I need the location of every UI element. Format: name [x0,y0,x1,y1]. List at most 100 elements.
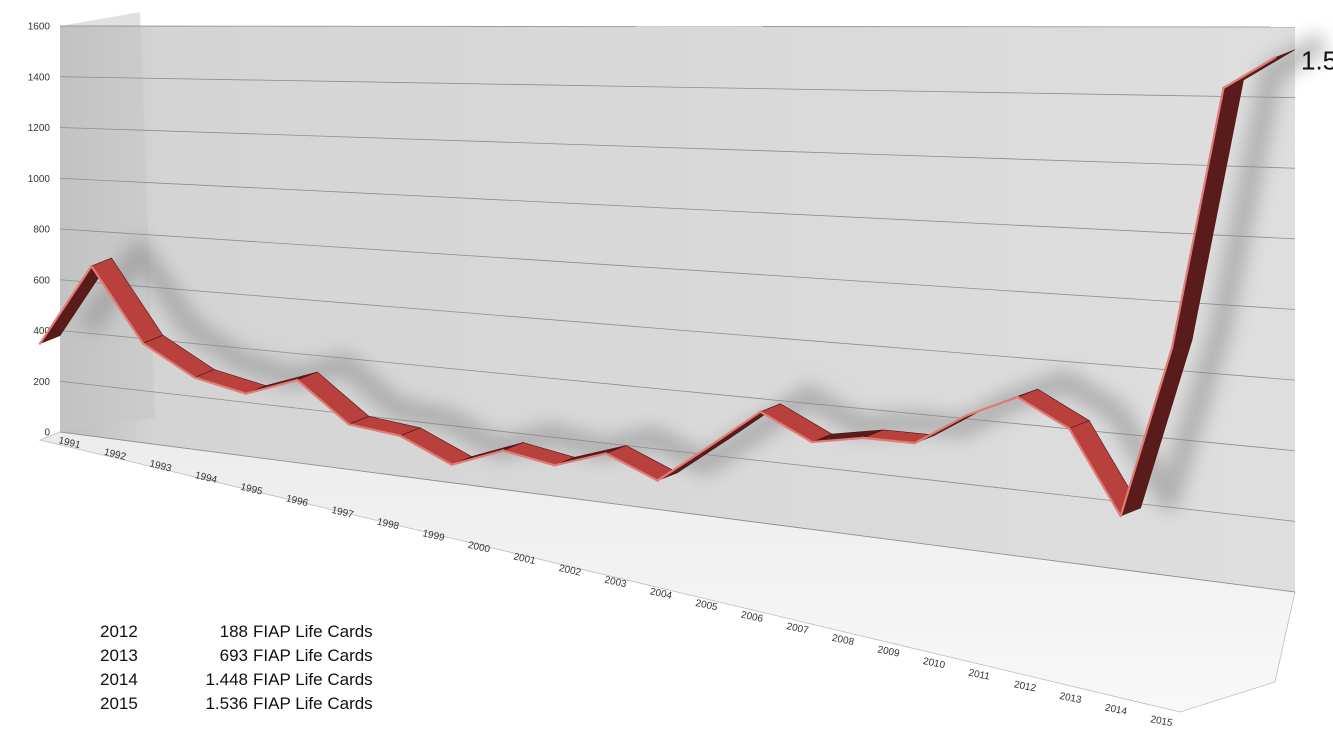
x-tick-label: 1996 [285,493,310,509]
series-shadow [78,32,1329,511]
gridline [59,228,1296,310]
ribbon-edge [553,452,608,467]
x-tick-label: 1999 [421,528,446,544]
data-point [810,440,814,444]
x-tick-label: 2010 [922,656,946,671]
data-point [38,342,42,345]
gridline [59,279,1296,381]
data-point [501,449,505,452]
note-row: 2012 188 FIAP Life Cards [100,620,440,644]
x-tick-label: 2012 [1013,679,1037,694]
data-point [604,452,608,455]
data-point [707,445,711,448]
y-tick-label: 1600 [28,22,51,33]
data-point [1119,514,1122,518]
y-tick-label: 400 [33,326,50,337]
x-tick-label: 2013 [1058,691,1082,706]
gridline [59,177,1296,240]
note-value: 188 [219,622,248,641]
y-tick-label: 1200 [28,123,51,134]
ribbon-edge [399,434,453,466]
gridline [59,431,1296,593]
x-tick-label: 2000 [467,540,492,556]
x-tick-label: 2011 [967,668,991,683]
data-point [141,342,145,345]
data-point [862,436,865,440]
ribbon-edge [296,378,350,426]
ribbon-edge [862,436,916,445]
ribbon-edge [1119,346,1174,518]
back-wall [60,26,1295,592]
ribbon-edge [90,265,145,345]
note-unit: FIAP Life Cards [253,622,373,641]
note-row: 2013 693 FIAP Life Cards [100,644,440,668]
x-tick-label: 2006 [740,610,764,626]
ribbon-edge [810,436,865,444]
y-tick-label: 0 [44,428,50,439]
data-point [1222,86,1225,90]
x-tick-label: 2009 [876,644,900,659]
ribbon-edge [141,342,196,379]
x-tick-label: 2015 [1149,714,1173,729]
x-tick-label: 2003 [603,575,628,591]
gridlines [59,25,1296,593]
ribbon-edge [347,423,402,437]
ribbon-edge [38,265,93,345]
ribbon-edge [913,414,968,445]
note-row: 2015 1.536 FIAP Life Cards [100,692,440,716]
ribbon-edge [759,410,813,444]
x-tick-label: 1994 [194,470,219,486]
y-tick-label: 1000 [28,174,51,185]
data-point [296,378,299,382]
end-value-label: 1.536 [1301,46,1333,76]
y-tick-label: 600 [33,275,50,286]
ribbon-edge [707,410,762,448]
data-point [965,414,968,417]
ribbon-edge [193,376,247,395]
note-value: 1.536 [205,694,248,713]
gridline [59,76,1296,99]
series-ribbon [38,49,1296,518]
ribbon-edge [450,449,505,466]
data-point [1016,395,1019,399]
ribbon-edge [656,445,711,482]
y-tick-label: 800 [33,225,50,236]
ribbon-edge [1068,427,1122,518]
note-row: 2014 1.448 FIAP Life Cards [100,668,440,692]
x-tick-label: 1993 [148,458,173,474]
ribbon-edge [1222,56,1277,90]
data-point [1273,56,1277,59]
x-tick-label: 2001 [512,551,537,567]
data-point [1170,346,1174,349]
y-tick-label: 200 [33,377,50,388]
ribbon-edge [1016,396,1071,430]
side-wall [60,12,155,432]
x-tick-label: 1998 [376,517,401,533]
x-tick-label: 2007 [785,621,809,636]
x-tick-label: 2005 [694,598,719,614]
x-tick-label: 1991 [57,435,82,451]
data-point [399,434,402,437]
note-unit: FIAP Life Cards [253,694,373,713]
data-point [553,464,556,467]
note-year: 2013 [100,646,138,665]
ribbon-edge [244,378,299,395]
ribbon-edge [604,452,659,482]
data-notes: 2012 188 FIAP Life Cards 2013 693 FIAP Life … [100,620,440,716]
x-tick-label: 1992 [103,447,128,463]
y-tick-label: 1400 [28,72,51,83]
note-year: 2012 [100,622,138,641]
note-unit: FIAP Life Cards [253,670,373,689]
x-tick-label: 2008 [831,633,855,648]
note-unit: FIAP Life Cards [253,646,373,665]
data-point [450,463,453,466]
gridline [59,127,1296,169]
ribbon-edge [965,396,1019,417]
data-point [347,423,350,426]
ribbon-edge [502,449,556,467]
ribbon-shadow [78,32,1329,511]
x-tick-label: 2004 [649,586,674,602]
data-point [244,392,247,395]
x-tick-label: 2014 [1104,703,1128,718]
